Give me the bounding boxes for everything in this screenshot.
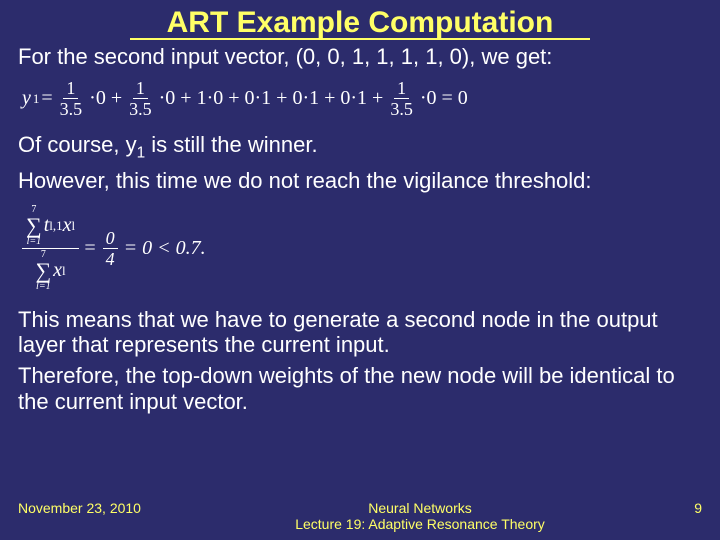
eq1-frac-1: 1 3.5 [57, 79, 86, 118]
slide: ART Example Computation For the second i… [0, 0, 720, 540]
conclusion-2: Therefore, the top-down weights of the n… [18, 363, 702, 414]
eq2-frac-rhs: 0 4 [103, 229, 118, 268]
footer: November 23, 2010 Neural Networks Lectur… [18, 500, 702, 532]
equation-2: 7 ∑ l=1 tl,1 xl 7 ∑ l=1 xl = 0 4 = 0 < 0… [22, 204, 702, 293]
eq2-bigfrac: 7 ∑ l=1 tl,1 xl 7 ∑ l=1 xl [22, 204, 79, 293]
eq1-var: y [22, 87, 31, 110]
intro-text: For the second input vector, (0, 0, 1, 1… [18, 44, 702, 69]
eq1-frac-3: 1 3.5 [387, 79, 416, 118]
sum-icon: 7 ∑ l=1 [26, 205, 42, 247]
conclusion-1: This means that we have to generate a se… [18, 307, 702, 358]
eq1-sub: 1 [33, 91, 40, 107]
footer-center: Neural Networks Lecture 19: Adaptive Res… [178, 500, 662, 532]
eq1-term-3: ·0 = 0 [420, 87, 468, 110]
slide-title: ART Example Computation [18, 6, 702, 40]
sum-icon: 7 ∑ l=1 [35, 250, 51, 292]
eq2-tail: = 0 < 0.7. [124, 237, 206, 260]
equation-1: y1 = 1 3.5 ·0 + 1 3.5 ·0 + 1·0 + 0·1 + 0… [22, 79, 702, 118]
footer-date: November 23, 2010 [18, 500, 178, 516]
eq1-frac-2: 1 3.5 [126, 79, 155, 118]
eq1-term-1: ·0 + [89, 87, 122, 110]
footer-page: 9 [662, 500, 702, 516]
winner-text: Of course, y1 is still the winner. [18, 132, 702, 162]
threshold-text: However, this time we do not reach the v… [18, 168, 702, 193]
eq1-term-2: ·0 + 1·0 + 0·1 + 0·1 + 0·1 + [159, 87, 384, 110]
eq1-equals: = [41, 87, 52, 110]
